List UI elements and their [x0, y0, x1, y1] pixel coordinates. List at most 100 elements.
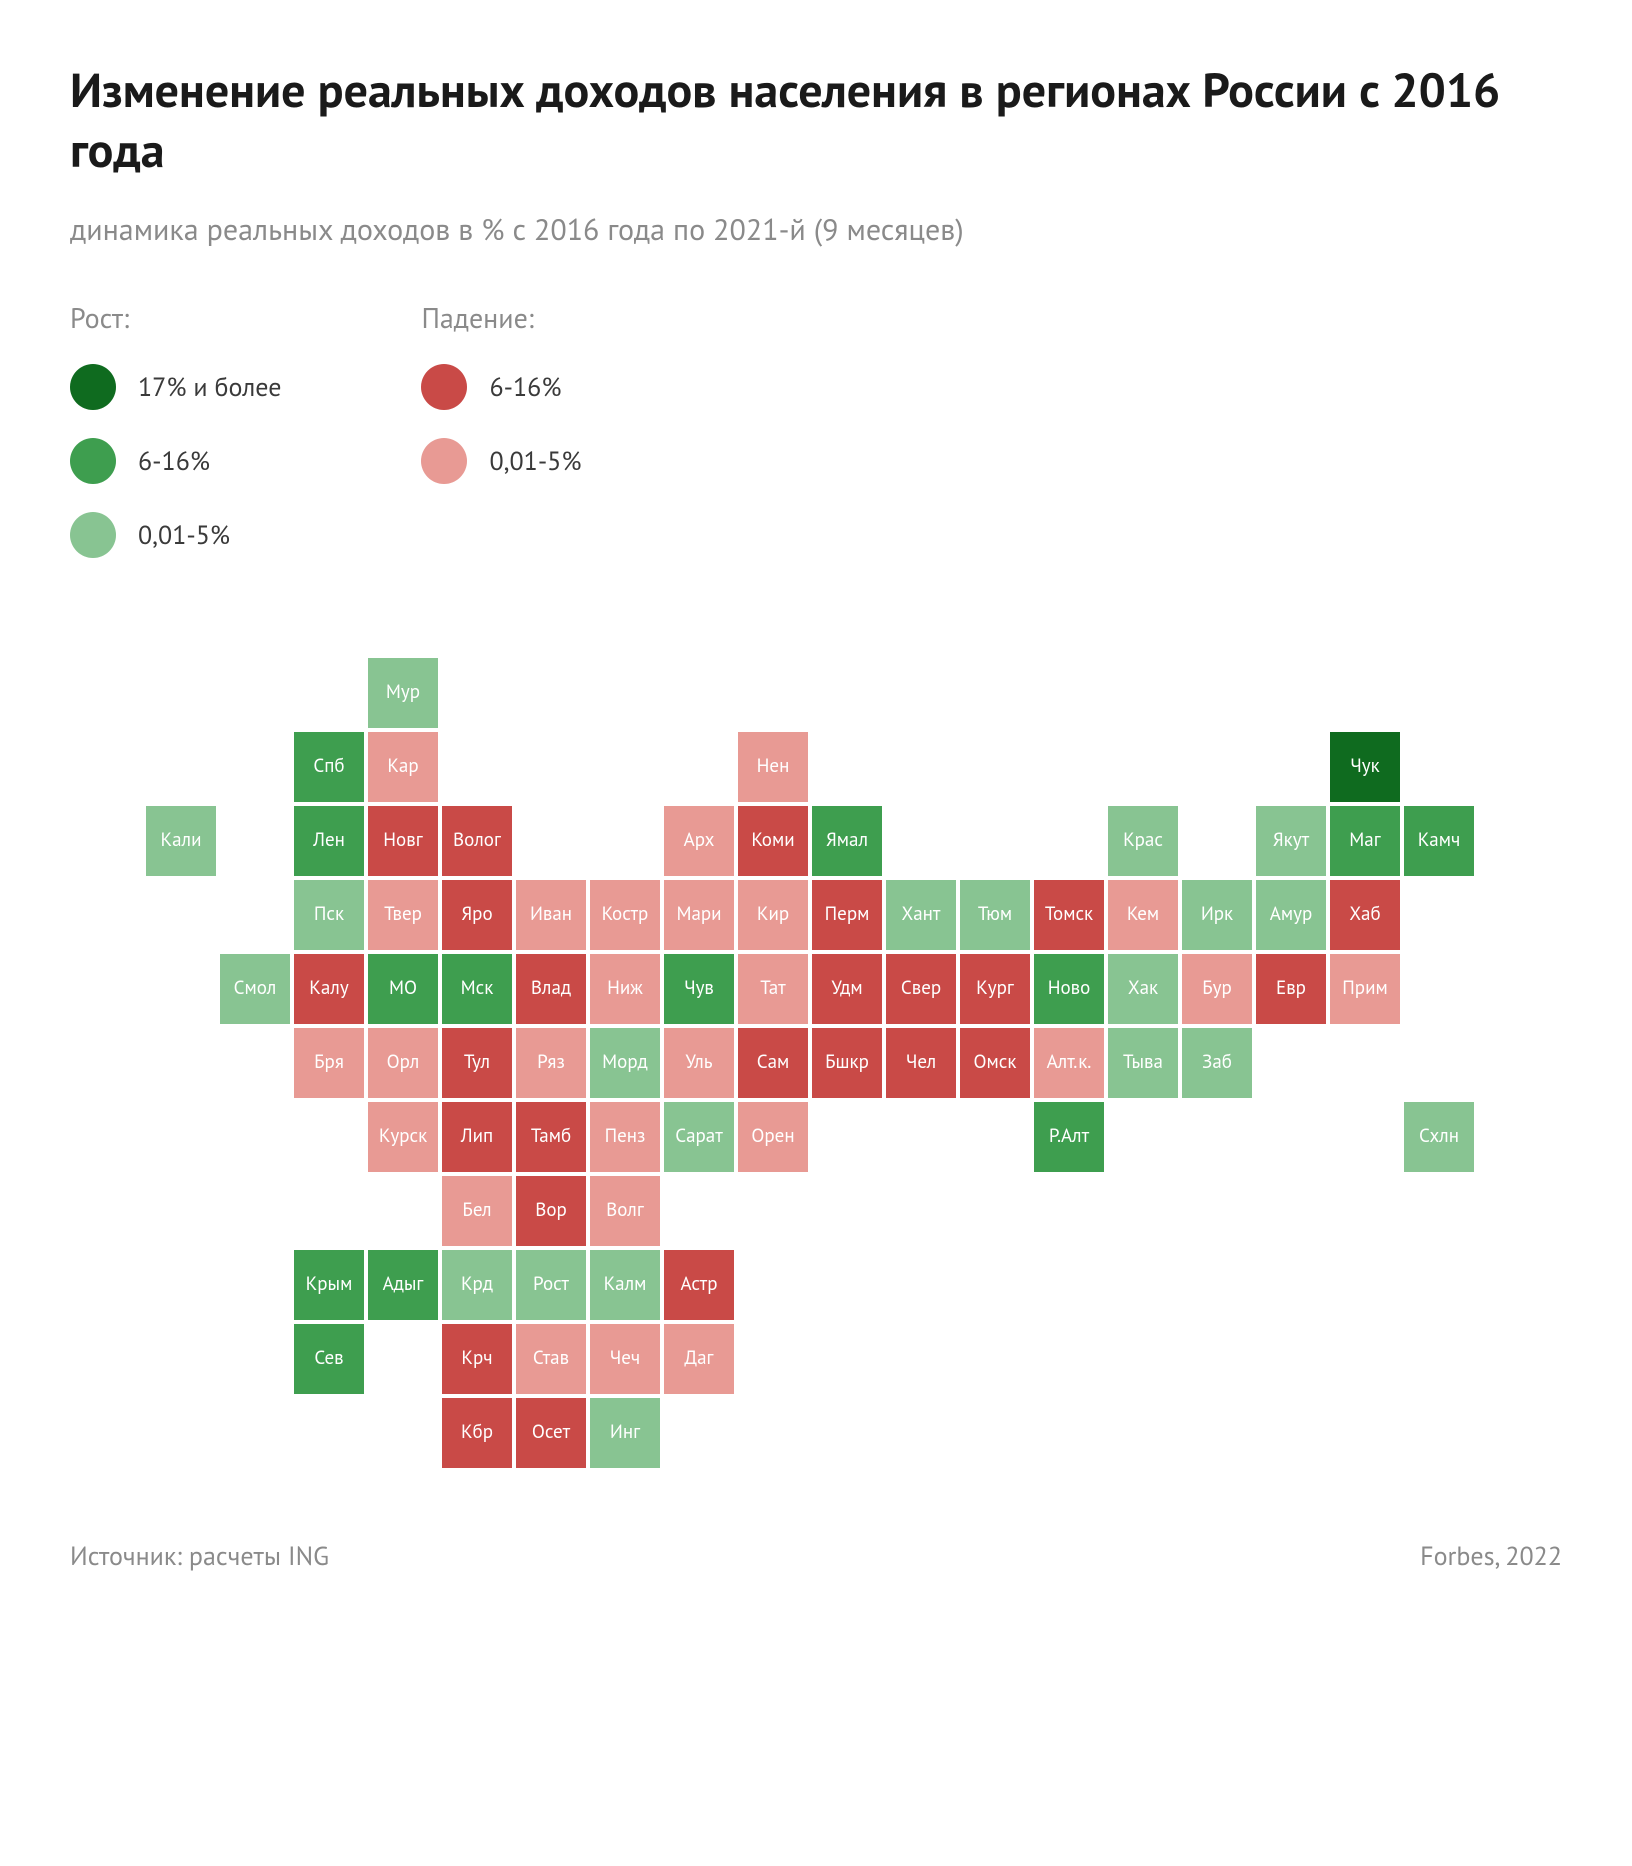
legend-swatch: [70, 364, 116, 410]
region-cell: Хаб: [1328, 878, 1402, 952]
region-cell: Волог: [440, 804, 514, 878]
region-cell: Схлн: [1402, 1100, 1476, 1174]
legend-decline: Падение: 6-16% 0,01-5%: [421, 299, 581, 586]
region-cell: Иван: [514, 878, 588, 952]
region-cell: Кар: [366, 730, 440, 804]
region-cell: Свер: [884, 952, 958, 1026]
region-cell: Адыг: [366, 1248, 440, 1322]
legend-item: 17% и более: [70, 364, 281, 410]
region-cell: Влад: [514, 952, 588, 1026]
region-cell: Калу: [292, 952, 366, 1026]
region-cell: Орен: [736, 1100, 810, 1174]
region-cell: Маг: [1328, 804, 1402, 878]
region-cell: Твер: [366, 878, 440, 952]
region-cell: Омск: [958, 1026, 1032, 1100]
region-cell: Кир: [736, 878, 810, 952]
region-cell: Р.Алт: [1032, 1100, 1106, 1174]
region-cell: Кали: [144, 804, 218, 878]
region-cell: Спб: [292, 730, 366, 804]
legend-item: 6-16%: [70, 438, 281, 484]
region-cell: Чув: [662, 952, 736, 1026]
region-cell: Тат: [736, 952, 810, 1026]
legend-label: 17% и более: [138, 371, 281, 404]
region-cell: Ямал: [810, 804, 884, 878]
region-cell: Астр: [662, 1248, 736, 1322]
region-cell: Хак: [1106, 952, 1180, 1026]
region-cell: Чеч: [588, 1322, 662, 1396]
region-cell: Амур: [1254, 878, 1328, 952]
region-cell: Кем: [1106, 878, 1180, 952]
region-cell: Ниж: [588, 952, 662, 1026]
region-cell: Алт.к.: [1032, 1026, 1106, 1100]
region-cell: Коми: [736, 804, 810, 878]
region-cell: Тыва: [1106, 1026, 1180, 1100]
legend-item: 0,01-5%: [421, 438, 581, 484]
region-cell: Пенз: [588, 1100, 662, 1174]
source-text: Источник: расчеты ING: [70, 1540, 329, 1573]
region-cell: Волг: [588, 1174, 662, 1248]
region-cell: МО: [366, 952, 440, 1026]
region-cell: Ирк: [1180, 878, 1254, 952]
region-cell: Кбр: [440, 1396, 514, 1470]
chart-footer: Источник: расчеты ING Forbes, 2022: [70, 1540, 1562, 1573]
legend-swatch: [421, 364, 467, 410]
region-cell: Мари: [662, 878, 736, 952]
region-cell: Сев: [292, 1322, 366, 1396]
region-cell: Калм: [588, 1248, 662, 1322]
region-cell: Осет: [514, 1396, 588, 1470]
region-cell: Вор: [514, 1174, 588, 1248]
region-cell: Чел: [884, 1026, 958, 1100]
region-cell: Нен: [736, 730, 810, 804]
region-cell: Заб: [1180, 1026, 1254, 1100]
legend-item: 0,01-5%: [70, 512, 281, 558]
region-cell: Инг: [588, 1396, 662, 1470]
region-cell: Тюм: [958, 878, 1032, 952]
region-cell: Сарат: [662, 1100, 736, 1174]
chart-subtitle: динамика реальных доходов в % с 2016 год…: [70, 210, 1562, 249]
legend: Рост: 17% и более 6-16% 0,01-5% Падение: 6…: [70, 299, 1562, 586]
region-cell: Бур: [1180, 952, 1254, 1026]
region-cell: Костр: [588, 878, 662, 952]
legend-growth: Рост: 17% и более 6-16% 0,01-5%: [70, 299, 281, 586]
region-cell: Даг: [662, 1322, 736, 1396]
region-cell: Перм: [810, 878, 884, 952]
region-cell: Морд: [588, 1026, 662, 1100]
region-cell: Хант: [884, 878, 958, 952]
region-cell: Тул: [440, 1026, 514, 1100]
legend-item: 6-16%: [421, 364, 581, 410]
region-cell: Бел: [440, 1174, 514, 1248]
region-cell: Лен: [292, 804, 366, 878]
region-cell: Став: [514, 1322, 588, 1396]
region-cell: Бшкр: [810, 1026, 884, 1100]
region-cell: Новг: [366, 804, 440, 878]
legend-label: 0,01-5%: [489, 445, 581, 478]
credit-text: Forbes, 2022: [1420, 1540, 1562, 1573]
legend-decline-heading: Падение:: [421, 299, 581, 336]
region-cell: Тамб: [514, 1100, 588, 1174]
region-cell: Ряз: [514, 1026, 588, 1100]
region-cell: Прим: [1328, 952, 1402, 1026]
region-cell: Крас: [1106, 804, 1180, 878]
legend-label: 0,01-5%: [138, 519, 230, 552]
region-cell: Чук: [1328, 730, 1402, 804]
legend-label: 6-16%: [138, 445, 210, 478]
region-cell: Яро: [440, 878, 514, 952]
region-cell: Уль: [662, 1026, 736, 1100]
region-cell: Мур: [366, 656, 440, 730]
region-cell: Якут: [1254, 804, 1328, 878]
region-cell: Крч: [440, 1322, 514, 1396]
region-cell: Ново: [1032, 952, 1106, 1026]
chart-title: Изменение реальных доходов населения в р…: [70, 60, 1562, 180]
legend-swatch: [70, 438, 116, 484]
region-cell: Арх: [662, 804, 736, 878]
region-cell: Крд: [440, 1248, 514, 1322]
region-cell: Курск: [366, 1100, 440, 1174]
legend-swatch: [421, 438, 467, 484]
tile-cartogram: МурСпбКар Нен Чук Кали ЛенНовгВолог АрхКомиЯм…: [70, 656, 1560, 1480]
region-cell: Мск: [440, 952, 514, 1026]
region-cell: Пск: [292, 878, 366, 952]
region-cell: Сам: [736, 1026, 810, 1100]
region-cell: Томск: [1032, 878, 1106, 952]
region-cell: Кург: [958, 952, 1032, 1026]
legend-growth-heading: Рост:: [70, 299, 281, 336]
